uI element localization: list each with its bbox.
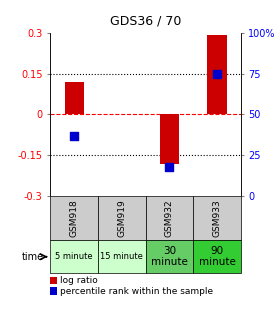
Text: GSM932: GSM932 <box>165 199 174 237</box>
Point <box>215 71 219 76</box>
Point <box>167 164 172 169</box>
Text: time: time <box>21 252 43 262</box>
Text: 5 minute: 5 minute <box>55 252 93 261</box>
Text: log ratio: log ratio <box>60 276 98 285</box>
Text: percentile rank within the sample: percentile rank within the sample <box>60 286 213 296</box>
Bar <box>65 82 84 114</box>
Text: GSM933: GSM933 <box>213 199 221 237</box>
Bar <box>160 114 179 164</box>
Text: GSM918: GSM918 <box>70 199 79 237</box>
Bar <box>207 35 227 114</box>
Text: 90
minute: 90 minute <box>199 246 235 267</box>
Text: 30
minute: 30 minute <box>151 246 188 267</box>
Text: GSM919: GSM919 <box>117 199 126 237</box>
Text: 15 minute: 15 minute <box>100 252 143 261</box>
Text: GDS36 / 70: GDS36 / 70 <box>110 15 181 28</box>
Point <box>72 133 76 138</box>
